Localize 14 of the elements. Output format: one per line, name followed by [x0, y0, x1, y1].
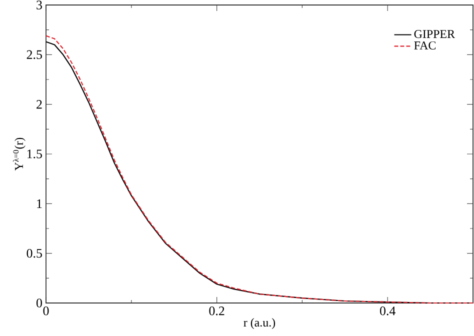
x-axis-title: r (a.u.) [244, 318, 276, 330]
y-tick-label: 0.5 [26, 248, 42, 258]
y-tick-label: 1 [37, 199, 42, 208]
y-tick-label: 3 [36, 0, 42, 10]
y-tick-label: 1.5 [27, 150, 42, 158]
y-axis-title: Y$^{λ=0}$(r) [12, 138, 26, 171]
x-tick-label: 0.4 [380, 306, 396, 316]
legend-label: GIPPER [414, 30, 455, 38]
y-tick-label: 2.5 [26, 50, 42, 60]
x-tick-label: 0 [43, 306, 49, 316]
y-tick-label: 2 [36, 100, 42, 109]
y-tick-label: 0 [36, 298, 42, 308]
x-tick-label: 0.2 [209, 306, 224, 316]
legend-label: FAC [414, 41, 436, 50]
